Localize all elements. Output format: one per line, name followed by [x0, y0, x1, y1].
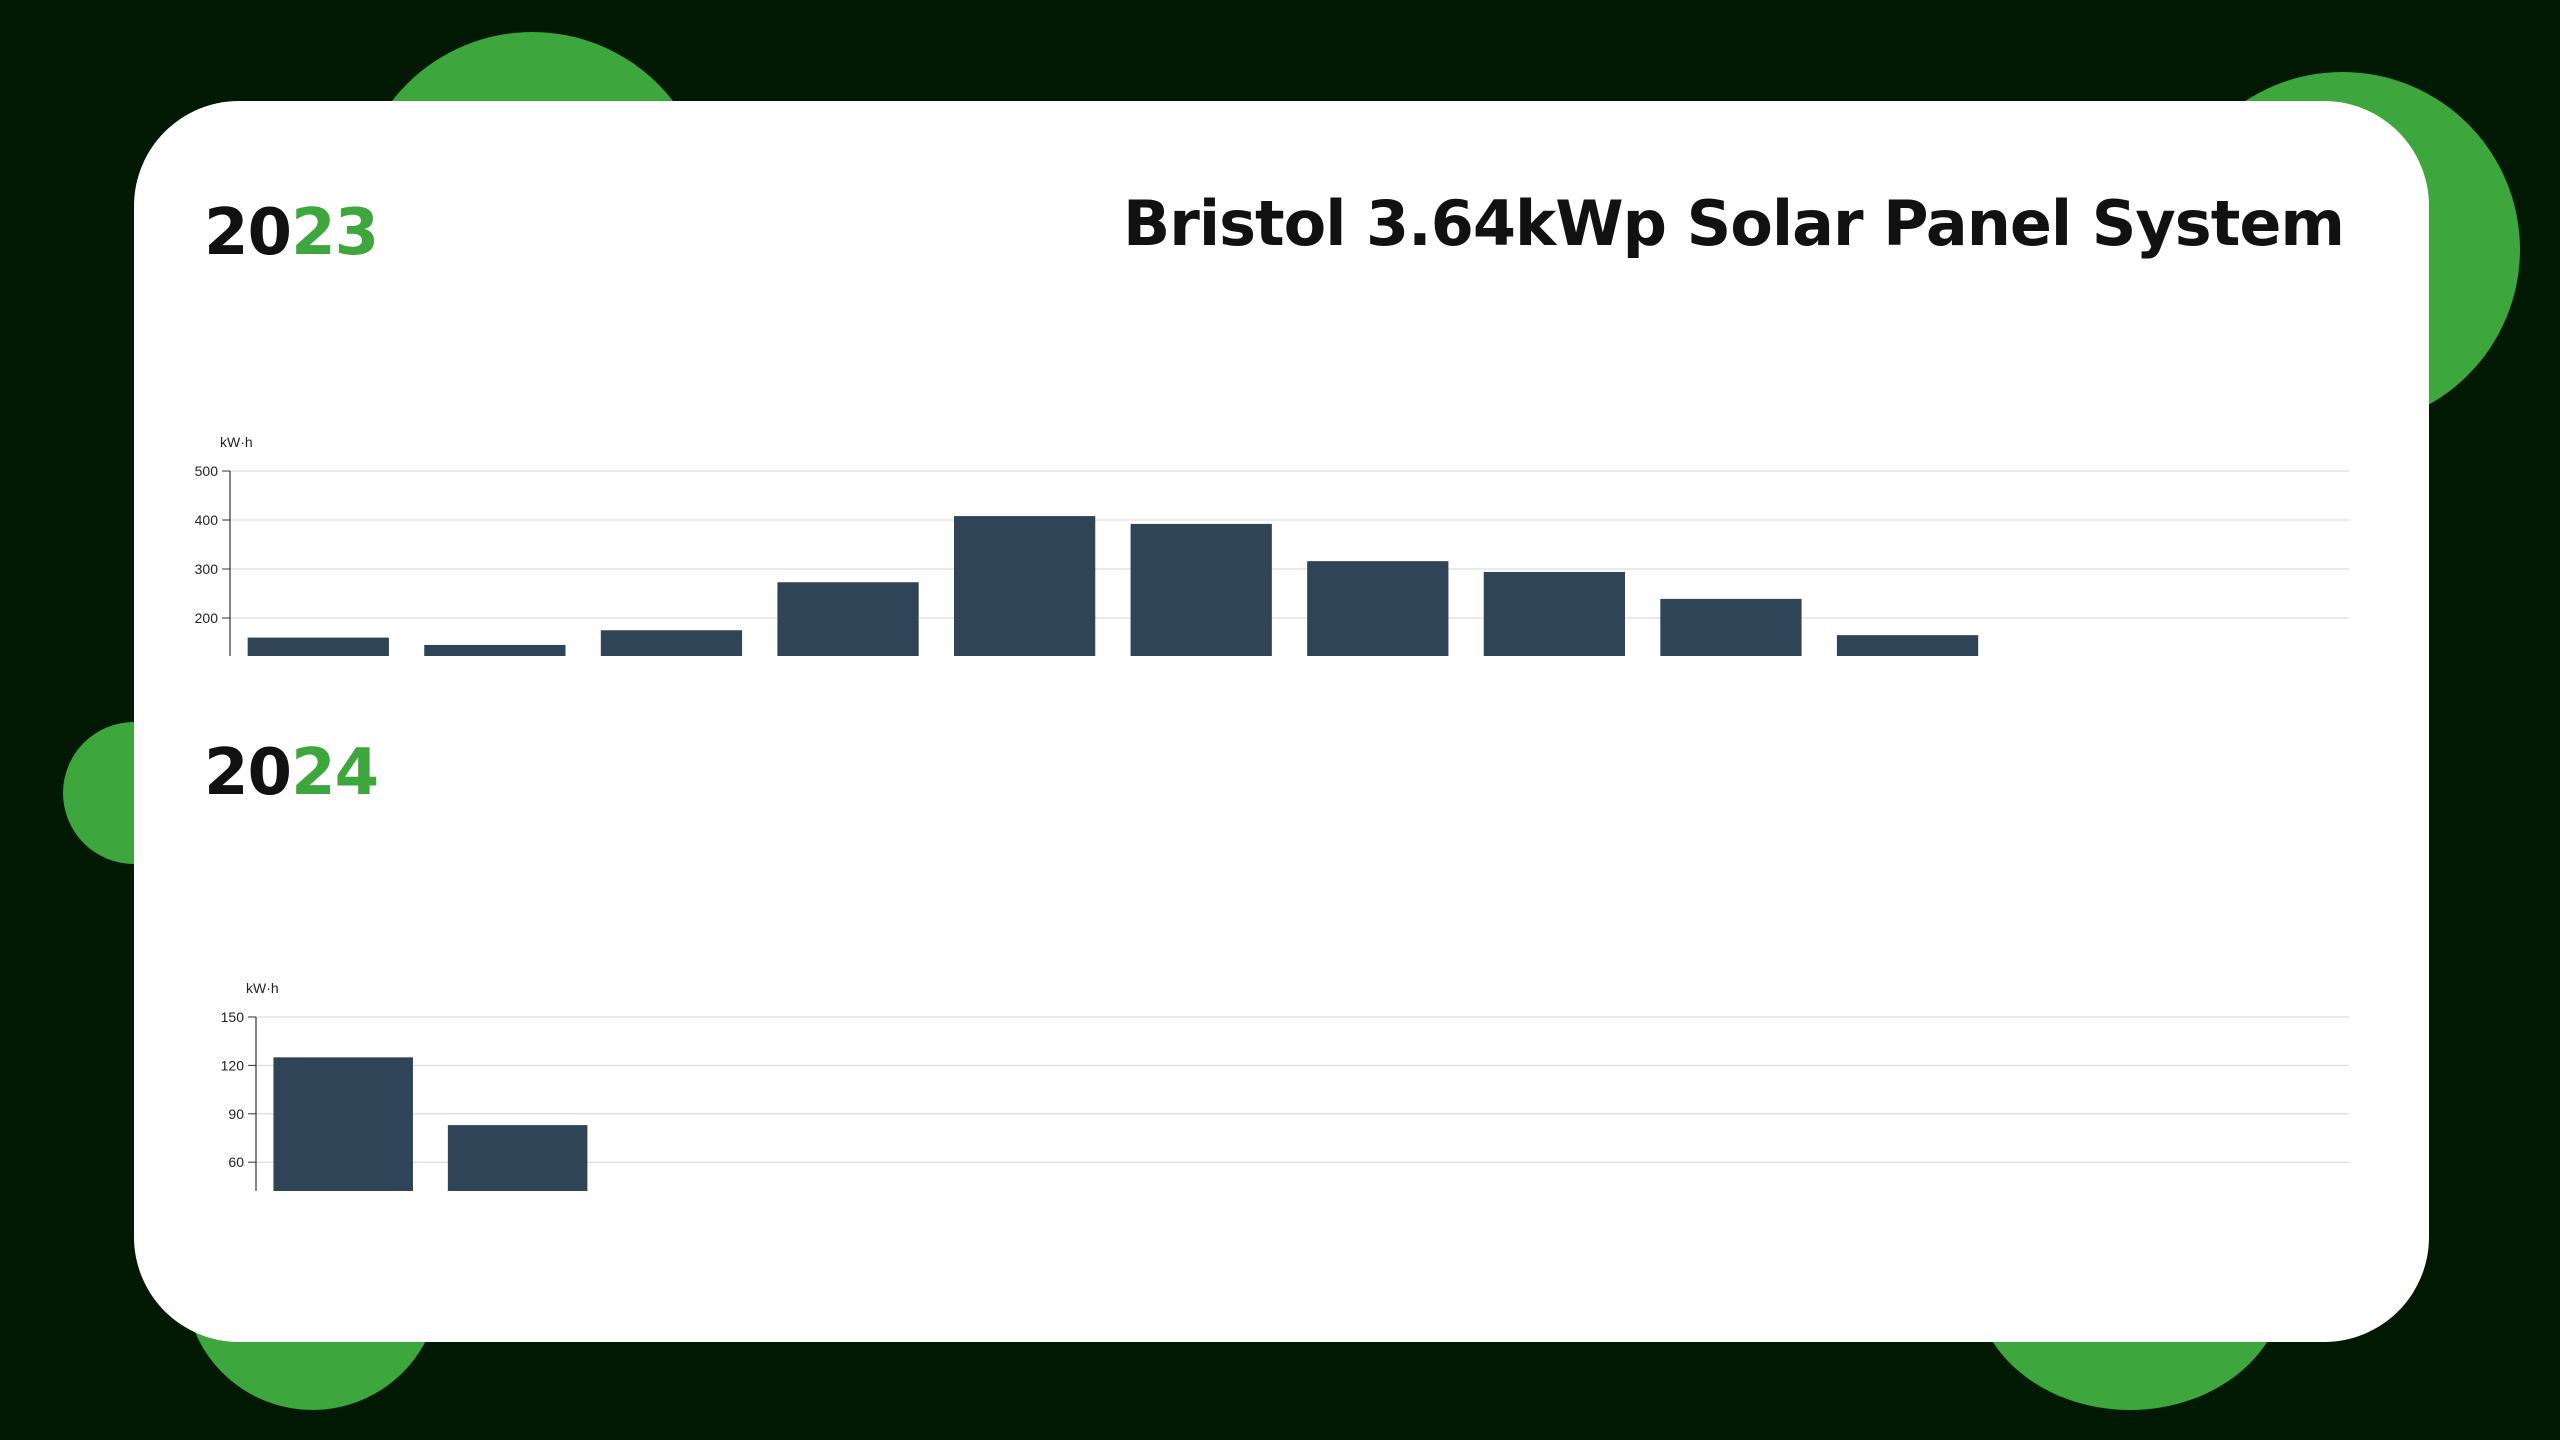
y-tick-label: 60	[228, 1154, 244, 1170]
bar	[1307, 561, 1449, 656]
y-tick-label: 500	[195, 463, 219, 479]
bar	[953, 516, 1096, 656]
year-prefix: 20	[204, 736, 292, 810]
y-axis-label: kW·h	[220, 434, 253, 450]
y-tick-label: 300	[195, 561, 219, 577]
bar	[447, 1125, 588, 1191]
bar-chart-2023: kW·h0100200300400500123456789101112	[195, 434, 2349, 656]
year-suffix: 24	[291, 736, 379, 810]
y-tick-label: 200	[195, 610, 219, 626]
bar	[273, 1057, 413, 1191]
bar	[1483, 571, 1626, 656]
report-card: 2023 Bristol 3.64kWp Solar Panel System …	[134, 101, 2429, 1342]
year-prefix: 20	[204, 196, 292, 270]
bar	[777, 582, 919, 656]
y-tick-label: 90	[228, 1106, 244, 1122]
chart-2024: kW·h0306090120150123456789101112	[134, 871, 2429, 1191]
bar	[1660, 598, 1802, 656]
bar	[247, 637, 389, 656]
bar	[1836, 635, 1979, 656]
bar	[600, 630, 743, 656]
chart-2023: kW·h0100200300400500123456789101112	[134, 326, 2429, 656]
y-tick-label: 150	[221, 1009, 245, 1025]
page-title: Bristol 3.64kWp Solar Panel System	[1122, 187, 2345, 260]
year-heading-2024: 2024	[204, 741, 379, 805]
y-tick-label: 120	[221, 1057, 245, 1073]
bar	[424, 644, 566, 656]
y-axis-label: kW·h	[246, 980, 279, 996]
y-tick-label: 400	[195, 512, 219, 528]
bar-chart-2024: kW·h0306090120150123456789101112	[221, 980, 2349, 1191]
bar	[1130, 523, 1272, 656]
year-heading-2023: 2023	[204, 201, 379, 265]
year-suffix: 23	[291, 196, 379, 270]
